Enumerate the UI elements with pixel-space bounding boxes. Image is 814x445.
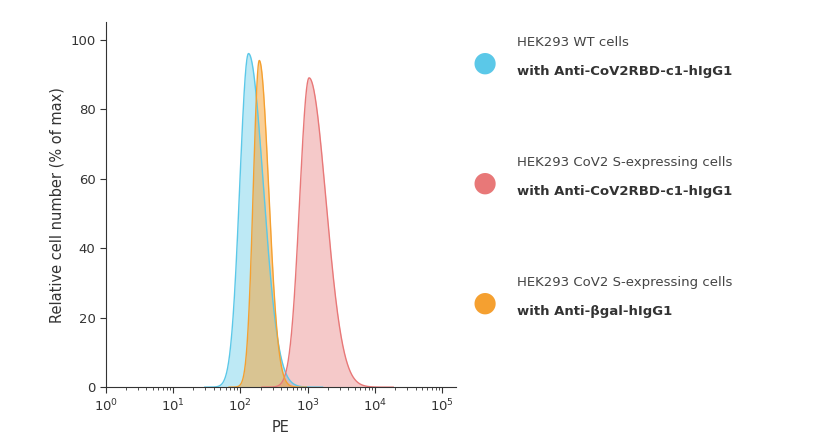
X-axis label: PE: PE xyxy=(272,420,290,435)
Text: with Anti-βgal-hIgG1: with Anti-βgal-hIgG1 xyxy=(517,305,672,318)
Text: ●: ● xyxy=(472,49,497,76)
Text: HEK293 CoV2 S-expressing cells: HEK293 CoV2 S-expressing cells xyxy=(517,276,733,289)
Text: with Anti-CoV2RBD-c1-hIgG1: with Anti-CoV2RBD-c1-hIgG1 xyxy=(517,65,732,78)
Text: HEK293 CoV2 S-expressing cells: HEK293 CoV2 S-expressing cells xyxy=(517,156,733,169)
Text: ●: ● xyxy=(472,289,497,316)
Text: with Anti-CoV2RBD-c1-hIgG1: with Anti-CoV2RBD-c1-hIgG1 xyxy=(517,185,732,198)
Y-axis label: Relative cell number (% of max): Relative cell number (% of max) xyxy=(50,87,64,323)
Text: ●: ● xyxy=(472,169,497,196)
Text: HEK293 WT cells: HEK293 WT cells xyxy=(517,36,628,49)
